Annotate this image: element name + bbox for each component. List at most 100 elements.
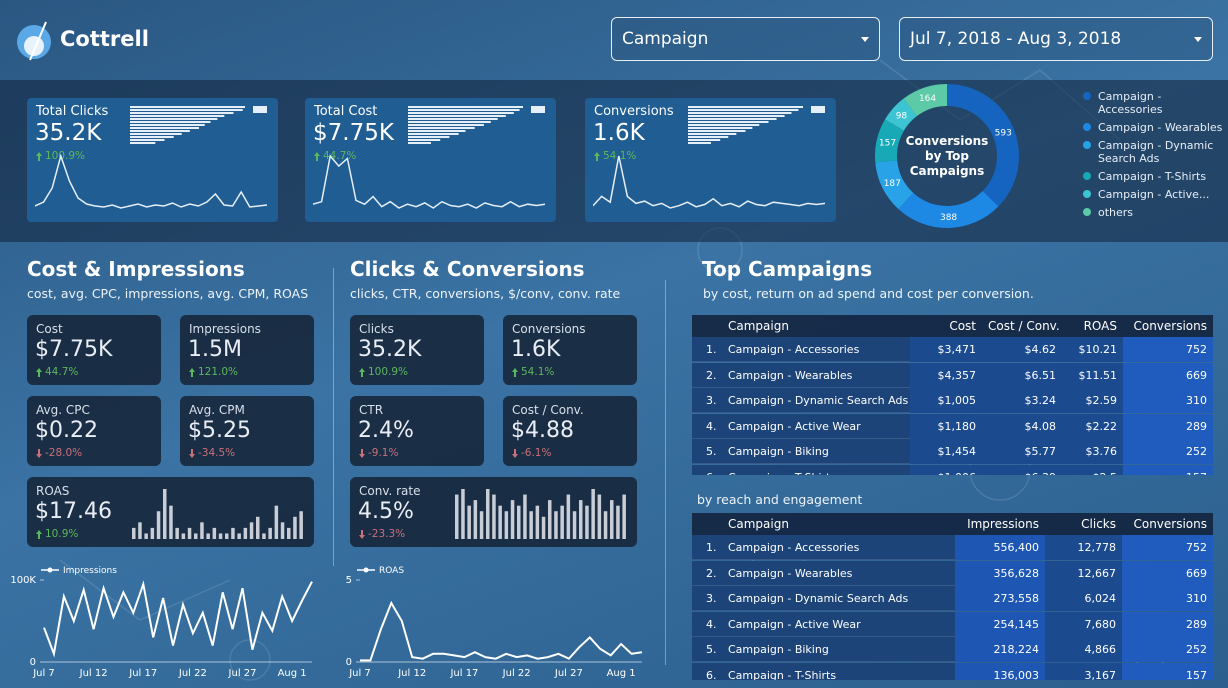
column-header: ROAS <box>1083 319 1117 333</box>
table-cell: Campaign - T-Shirts <box>722 465 912 476</box>
change-value: 44.7% <box>45 366 79 378</box>
table-cell: 6. <box>706 668 717 681</box>
bar <box>156 511 161 539</box>
x-tick-label: Aug 1 <box>607 668 636 679</box>
caret <box>1194 37 1202 42</box>
bar <box>130 121 211 123</box>
y-tick-label: 5 <box>346 575 352 586</box>
metric-card: CTR 2.4% -9.1% <box>350 396 484 466</box>
column-header: Cost / Conv. <box>988 319 1060 333</box>
legend-item: Campaign - Accessories <box>1083 90 1223 116</box>
table-cell: 3. <box>706 394 717 407</box>
change: -28.0% <box>36 447 82 459</box>
table-cell: 1. <box>706 541 717 554</box>
x-tick-label: Aug 1 <box>278 668 307 679</box>
bar <box>688 136 729 138</box>
table-cell: Campaign - Dynamic Search Ads <box>728 592 909 605</box>
table-cell: $3.24 <box>982 388 1062 413</box>
bar <box>169 505 173 539</box>
column-header: Campaign <box>728 517 789 531</box>
bar <box>287 527 291 539</box>
column-header: Cost <box>949 319 976 333</box>
legend-text: Campaign - Wearables <box>1098 121 1223 134</box>
bar <box>486 489 490 539</box>
metric-value: 35.2K <box>358 337 422 362</box>
bar <box>560 505 564 539</box>
table-cell: 12,667 <box>1045 560 1122 586</box>
date-range[interactable]: Jul 7, 2018 - Aug 3, 2018 <box>899 17 1213 61</box>
column-header: Conversions <box>1133 319 1207 333</box>
metric-value: 4.5% <box>358 499 414 524</box>
bar <box>293 516 297 539</box>
arrow <box>36 529 42 539</box>
bar <box>130 133 182 135</box>
kpi-spark <box>313 154 545 209</box>
bar <box>243 527 248 539</box>
bar <box>473 500 478 539</box>
metric-value: $4.88 <box>511 418 574 443</box>
table-cell: 4,866 <box>1045 637 1122 662</box>
table-cell: $3,471 <box>910 337 982 362</box>
legend-item: Campaign - Dynamic Search Ads <box>1083 139 1223 165</box>
legend-dot <box>1083 123 1091 131</box>
table-cell: 157 <box>1122 662 1213 680</box>
table-cell: Campaign - T-Shirts <box>728 668 837 681</box>
table-cell: 218,224 <box>955 637 1045 662</box>
metric-value: $7.75K <box>35 337 113 362</box>
bar <box>541 516 546 539</box>
bar <box>479 511 484 539</box>
bar <box>591 489 595 539</box>
bar <box>566 494 571 539</box>
arrow <box>359 448 365 458</box>
x-tick-label: Jul 12 <box>79 668 108 679</box>
sparkline <box>313 154 545 209</box>
change-value: 100.9% <box>368 366 409 378</box>
metric-value: $17.46 <box>35 499 112 524</box>
donut-label: 593 <box>995 128 1012 138</box>
bar <box>130 118 218 120</box>
bar <box>572 511 577 539</box>
kpi-card: Total Cost $7.75K 44.7% <box>305 98 556 222</box>
x-tick-label: Jul 17 <box>449 668 478 679</box>
legend-text: Campaign - Accessories <box>1098 90 1163 116</box>
change-arrow <box>189 448 195 458</box>
table-cell: 136,003 <box>955 662 1045 680</box>
campaign-filter[interactable]: Campaign <box>611 17 880 61</box>
metric-card: ROAS $17.46 10.9% <box>27 477 314 547</box>
bar <box>237 533 241 539</box>
change-value: 10.9% <box>45 528 79 540</box>
change-arrow <box>512 448 518 458</box>
kpi-bars <box>408 106 545 144</box>
kpi-value: 1.6K <box>593 120 645 146</box>
bar <box>688 133 737 135</box>
bar <box>144 533 148 539</box>
change-value: -23.3% <box>368 528 406 540</box>
bar <box>688 121 769 123</box>
section-title: Top Campaigns <box>702 257 873 281</box>
table-cell: Campaign - Wearables <box>728 566 853 580</box>
bar <box>262 533 266 539</box>
bar <box>603 511 608 539</box>
table-cell: 289 <box>1122 611 1213 637</box>
change-value: 121.0% <box>198 366 239 378</box>
donut-label: 164 <box>919 94 936 104</box>
change: 44.7% <box>36 366 78 378</box>
legend-dot <box>1083 92 1091 100</box>
table-cell: $4.62 <box>982 337 1062 362</box>
legend-text: others <box>1098 206 1134 219</box>
metric-label: Clicks <box>359 322 394 336</box>
bar <box>688 127 753 129</box>
table-cell: $4.08 <box>982 413 1062 439</box>
table-cell: Campaign - Active Wear <box>728 617 861 631</box>
bar <box>408 142 431 144</box>
table-cell: $2.5 <box>1062 464 1123 475</box>
legend-item: Campaign - Wearables <box>1083 121 1223 134</box>
metric-label: Cost / Conv. <box>512 403 584 417</box>
change-arrow <box>36 151 42 161</box>
bar <box>408 133 459 135</box>
table-cell: $10.21 <box>1062 337 1123 362</box>
table-cell: $4,357 <box>910 362 982 388</box>
bar <box>280 522 285 539</box>
